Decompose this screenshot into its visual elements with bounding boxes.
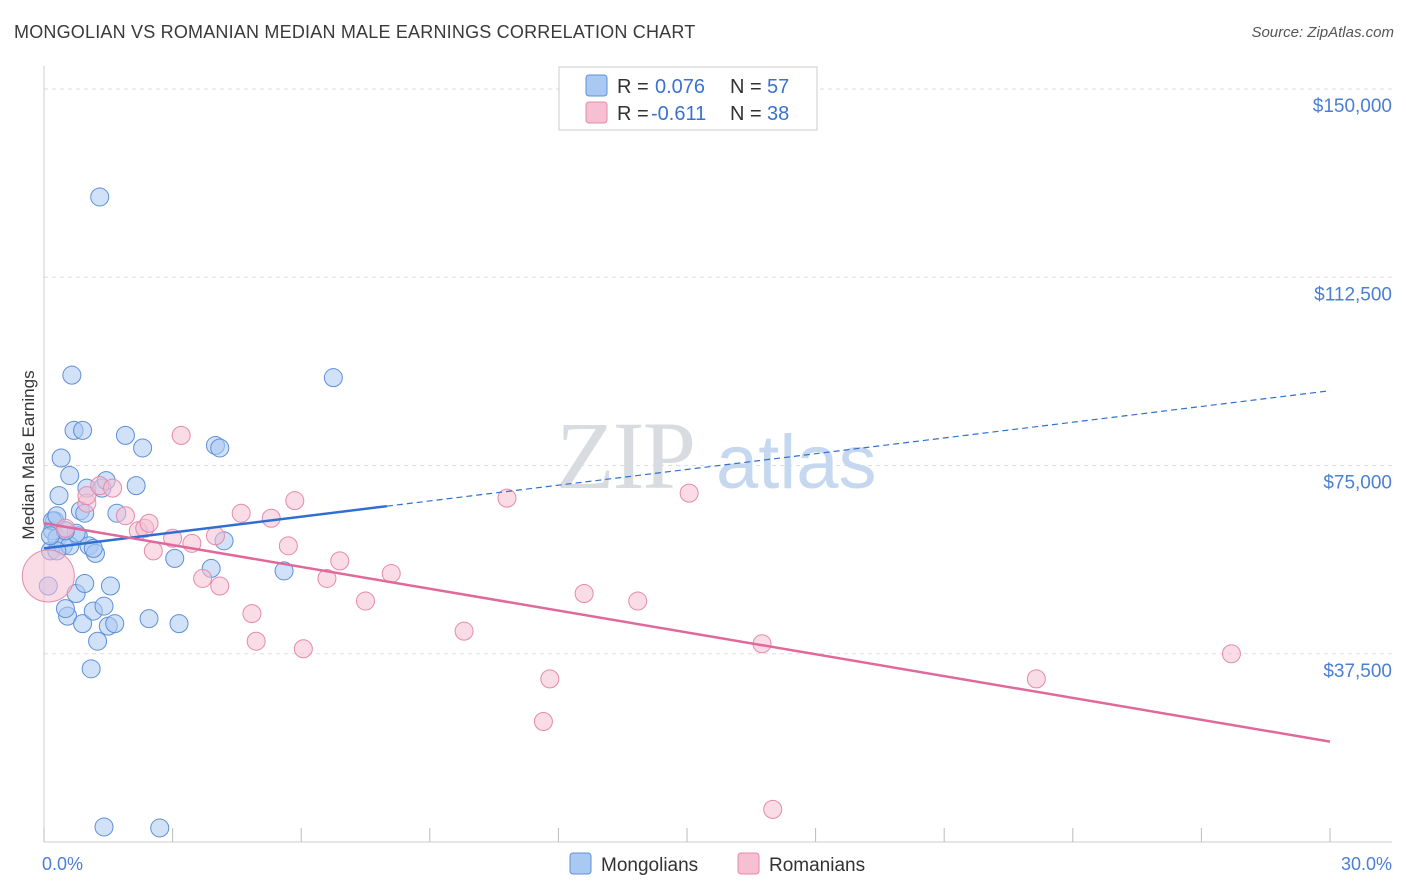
tick-layer: $37,500 $75,000 $112,500 $150,000 [1313, 96, 1392, 682]
legend-box: R = 0.076 N = 57 R = -0.611 N = 38 [558, 66, 818, 131]
mongolians-point-33 [105, 614, 125, 634]
mongolians-point-36 [126, 476, 146, 496]
romanians-point-34 [679, 483, 699, 503]
romanians-point-16 [210, 576, 230, 596]
trend-layer [43, 390, 1331, 743]
y-axis-label: Median Male Earnings [19, 370, 38, 539]
bottom-legend: Mongolians Romanians [569, 852, 865, 876]
legend-n-value-romanians: 38 [767, 103, 789, 125]
romanians-point-10 [143, 541, 163, 561]
mongolians-point-26 [88, 631, 108, 651]
bottom-legend-label-mongolians: Mongolians [601, 855, 698, 876]
bottom-legend-swatch-romanians [737, 852, 760, 875]
chart-title: MONGOLIAN VS ROMANIAN MEDIAN MALE EARNIN… [14, 22, 696, 42]
y-tick-label-3: $150,000 [1313, 96, 1392, 117]
mongolians-point-45 [323, 368, 343, 388]
romanians-point-28 [454, 621, 474, 641]
trend-line-romanians [43, 522, 1331, 743]
romanians-point-15 [205, 526, 225, 546]
romanians-point-36 [763, 799, 783, 819]
legend-n-value-mongolians: 57 [767, 76, 789, 98]
romanians-point-24 [317, 568, 337, 588]
mongolians-point-27 [90, 187, 110, 207]
romanians-point-5 [103, 478, 123, 498]
x-tick-label-max: 30.0% [1341, 854, 1392, 874]
mongolians-point-39 [165, 548, 185, 568]
romanians-point-33 [628, 591, 648, 611]
mongolians-point-6 [51, 448, 71, 468]
legend-n-label-romanians: N = [730, 103, 762, 125]
mongolians-point-40 [169, 614, 189, 634]
bottom-legend-label-romanians: Romanians [769, 855, 865, 876]
romanians-point-14 [193, 568, 213, 588]
mongolians-point-43 [210, 438, 230, 458]
x-tick-label-min: 0.0% [42, 854, 83, 874]
mongolians-point-23 [81, 659, 101, 679]
y-tick-label-0: $37,500 [1323, 661, 1392, 682]
legend-r-label-romanians: R = [617, 103, 649, 125]
chart-source: Source: ZipAtlas.com [1251, 24, 1394, 41]
trend-line-mongolians [43, 504, 388, 550]
mongolians-point-10 [60, 466, 80, 486]
mongolians-point-32 [100, 576, 120, 596]
legend-n-label-mongolians: N = [730, 76, 762, 98]
romanians-point-31 [540, 669, 560, 689]
mongolians-point-37 [133, 438, 153, 458]
mongolians-point-5 [49, 486, 69, 506]
romanians-point-9 [139, 513, 159, 533]
mongolians-point-11 [62, 365, 82, 385]
mongolians-point-46 [94, 817, 114, 837]
mongolians-point-16 [73, 614, 93, 634]
watermark-zip: ZIP [556, 402, 694, 509]
legend-r-value-mongolians: 0.076 [655, 76, 705, 98]
mongolians-point-38 [139, 609, 159, 629]
romanians-point-37 [1026, 669, 1046, 689]
romanians-point-17 [231, 503, 251, 523]
mongolians-point-44 [274, 561, 294, 581]
legend-swatch-mongolians [585, 74, 608, 97]
romanians-point-22 [285, 491, 305, 511]
romanians-point-20 [261, 508, 281, 528]
watermark: ZIP atlas [556, 402, 877, 509]
mongolians-point-20 [73, 420, 93, 440]
mongolians-point-29 [94, 596, 114, 616]
y-tick-label-2: $112,500 [1314, 284, 1392, 305]
romanians-point-26 [356, 591, 375, 611]
axis-layer [43, 66, 1392, 843]
romanians-point-3 [77, 486, 97, 506]
watermark-atlas: atlas [716, 420, 877, 505]
romanians-point-0 [21, 549, 75, 603]
romanians-point-21 [278, 536, 298, 556]
romanians-point-12 [171, 425, 191, 445]
mongolians-point-35 [115, 425, 135, 445]
romanians-point-6 [115, 506, 135, 526]
romanians-point-29 [497, 488, 517, 508]
grid-layer [44, 88, 1392, 655]
bottom-legend-swatch-mongolians [569, 852, 592, 875]
legend-swatch-romanians [585, 101, 608, 124]
legend-r-label-mongolians: R = [617, 76, 649, 98]
romanians-point-30 [533, 712, 553, 732]
romanians-point-23 [293, 639, 313, 659]
romanians-point-32 [574, 584, 594, 604]
mongolians-point-47 [150, 818, 170, 838]
romanians-point-19 [246, 631, 266, 651]
points-layer [21, 187, 1241, 838]
mongolians-point-56 [40, 526, 60, 546]
mongolians-point-19 [55, 599, 75, 619]
romanians-point-38 [1221, 644, 1241, 664]
romanians-point-18 [242, 604, 262, 624]
y-tick-label-1: $75,000 [1323, 473, 1392, 494]
legend-r-value-romanians: -0.611 [651, 103, 706, 125]
romanians-point-25 [330, 551, 350, 571]
trend-line-mongolians-extension [386, 390, 1331, 507]
mongolians-point-17 [75, 573, 95, 593]
romanians-point-27 [381, 563, 401, 583]
